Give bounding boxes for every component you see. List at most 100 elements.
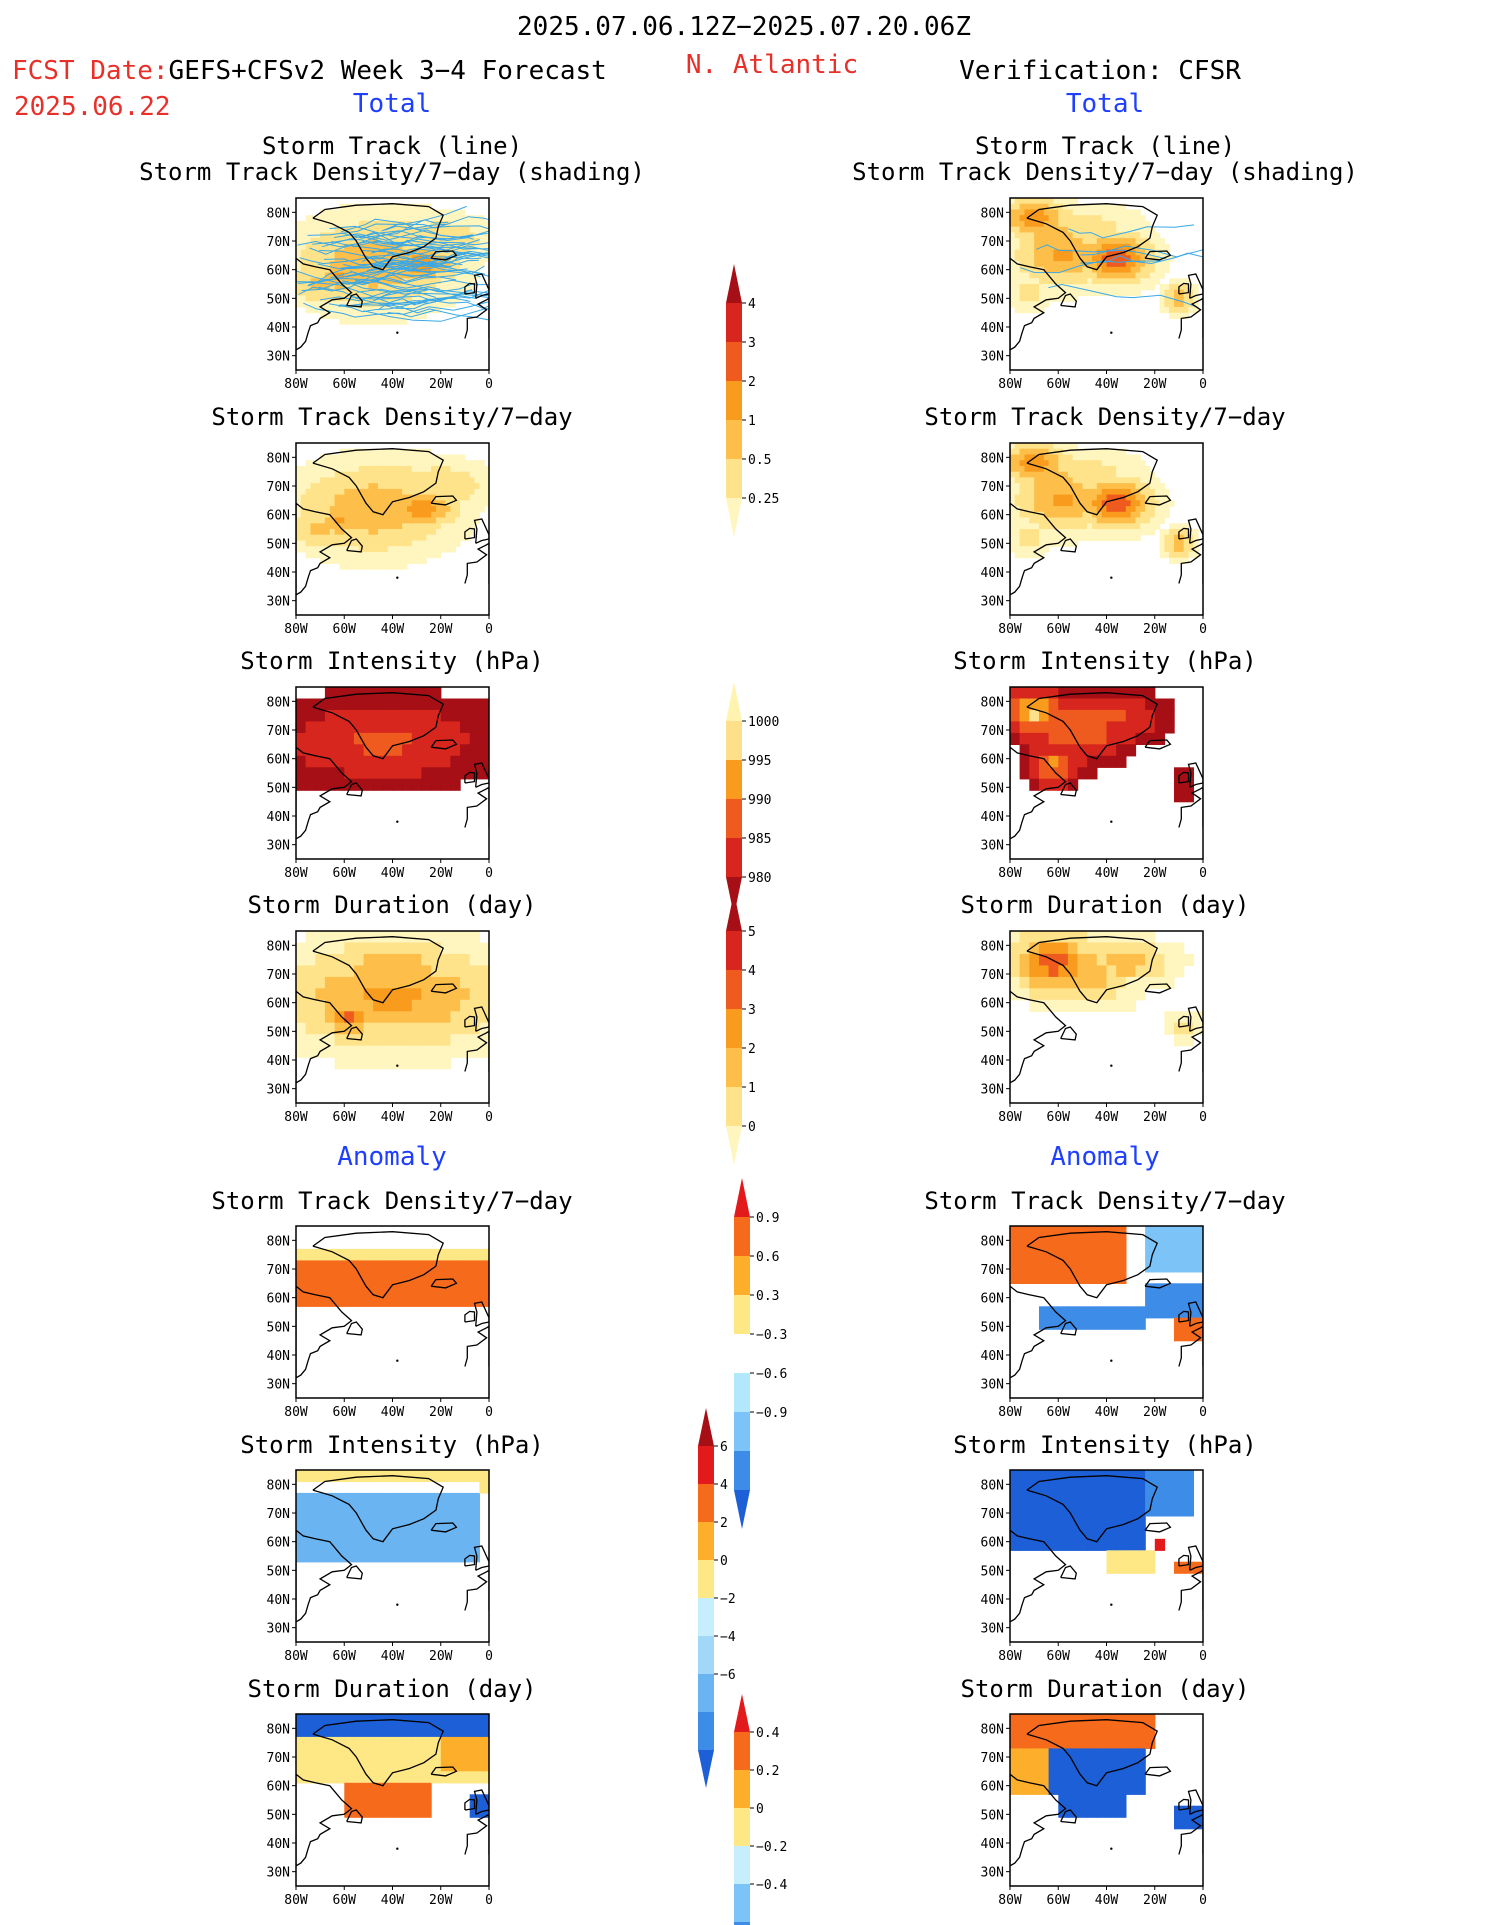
field-cell <box>363 284 369 291</box>
field-cell <box>402 1782 413 1795</box>
field-cell <box>1048 732 1059 745</box>
verification-label: Verification: CFSR <box>959 56 1241 86</box>
field-cell <box>300 243 307 251</box>
field-cell <box>363 1736 374 1749</box>
coastline <box>464 1798 476 1811</box>
field-cell <box>1034 232 1040 239</box>
field-cell <box>315 721 326 734</box>
colorbar-segment <box>698 1598 714 1636</box>
field-cell <box>1067 198 1074 205</box>
field-cell <box>1039 1226 1050 1239</box>
field-cell <box>305 931 316 944</box>
field-cell <box>1010 1714 1021 1727</box>
field-cell <box>1010 511 1016 519</box>
field-cell <box>1077 203 1083 210</box>
lat-tick-label: 70N <box>981 1507 1004 1522</box>
field-cell <box>411 755 423 768</box>
field-cell <box>329 506 336 513</box>
field-cell <box>387 312 394 319</box>
colorbar-cap-top <box>734 1178 750 1217</box>
field-cell <box>1096 755 1108 768</box>
field-cell <box>1010 1515 1021 1528</box>
field-cell <box>1039 999 1050 1012</box>
field-cell <box>363 1294 374 1307</box>
lat-tick-label: 80N <box>267 451 290 466</box>
coastline <box>1187 762 1203 788</box>
field-cell <box>1164 976 1175 989</box>
field-cell <box>440 1527 452 1540</box>
field-cell <box>1111 289 1117 296</box>
field-cell <box>440 767 452 780</box>
field-cell <box>1067 517 1074 524</box>
field-cell <box>1029 272 1035 279</box>
field-cell <box>344 1714 355 1727</box>
field-cell <box>1067 506 1074 513</box>
field-cell <box>474 215 480 222</box>
lon-tick-label: 40W <box>1095 1649 1119 1664</box>
field-cell <box>1019 249 1025 256</box>
field-cell <box>1193 1248 1203 1261</box>
field-cell <box>1024 534 1030 541</box>
field-cell <box>1116 1782 1127 1795</box>
field-cell <box>450 976 461 989</box>
field-cell <box>450 755 461 768</box>
field-cell <box>363 249 369 256</box>
field-cell <box>1077 1504 1088 1517</box>
lat-tick-label: 80N <box>267 206 290 221</box>
field-cell <box>1053 238 1059 245</box>
field-cell <box>1048 471 1054 478</box>
title-track-shading-right: Storm Track Density/7−day (shading) <box>852 158 1358 186</box>
field-cell <box>431 477 437 484</box>
field-cell <box>1039 255 1045 262</box>
field-cell <box>1014 203 1021 210</box>
field-cell <box>469 1805 480 1818</box>
field-cell <box>1149 243 1156 251</box>
field-cell <box>421 1294 432 1307</box>
field-cell <box>411 709 423 722</box>
field-cell <box>1010 942 1021 955</box>
field-cell <box>324 494 331 501</box>
field-cell <box>469 272 476 279</box>
field-cell <box>1092 529 1098 536</box>
field-cell <box>387 534 394 541</box>
coastline <box>1144 983 1172 994</box>
field-cell <box>1101 249 1108 256</box>
field-cell <box>1121 284 1127 291</box>
field-cell <box>1111 517 1117 524</box>
field-cell <box>387 460 394 467</box>
field-cell <box>368 534 374 541</box>
field-cell <box>1029 255 1035 262</box>
lon-tick-label: 40W <box>1095 1405 1119 1420</box>
field-cell <box>411 1736 423 1749</box>
field-cell <box>421 1011 432 1024</box>
field-cell <box>1019 203 1025 210</box>
field-cell <box>435 523 442 530</box>
field-cell <box>349 546 355 553</box>
field-cell <box>363 1748 374 1761</box>
field-cell <box>1077 1805 1088 1818</box>
field-cell <box>431 1283 442 1296</box>
field-cell <box>1058 471 1064 478</box>
field-cell <box>1096 465 1103 473</box>
storm-track-line <box>301 281 400 293</box>
field-cell <box>344 289 350 296</box>
field-cell <box>358 209 365 216</box>
field-cell <box>382 1034 394 1047</box>
field-cell <box>440 534 447 541</box>
field-cell <box>1154 255 1161 262</box>
field-cell <box>349 494 355 501</box>
field-cell <box>1034 238 1040 245</box>
colorbar-segment <box>734 1922 750 1925</box>
field-cell <box>479 1771 489 1784</box>
field-cell <box>378 546 384 553</box>
field-cell <box>382 318 389 325</box>
field-cell <box>310 523 316 530</box>
field-cell <box>1111 511 1117 519</box>
field-cell <box>1067 203 1074 210</box>
field-cell <box>392 1034 403 1047</box>
field-cell <box>353 500 360 507</box>
field-cell <box>1034 551 1040 559</box>
field-cell <box>397 215 403 222</box>
field-cell <box>1039 1725 1050 1738</box>
